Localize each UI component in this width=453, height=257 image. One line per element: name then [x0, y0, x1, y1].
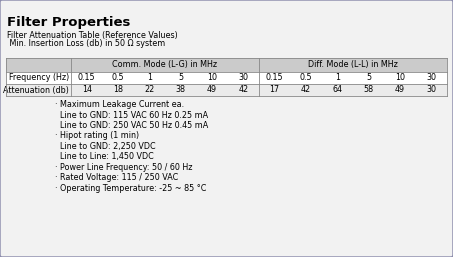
Text: 0.15: 0.15 — [78, 74, 96, 82]
Text: · Power Line Frequency: 50 / 60 Hz: · Power Line Frequency: 50 / 60 Hz — [55, 163, 193, 172]
Text: 18: 18 — [113, 86, 123, 95]
Text: 38: 38 — [176, 86, 186, 95]
Text: Line to GND: 250 VAC 50 Hz 0.45 mA: Line to GND: 250 VAC 50 Hz 0.45 mA — [55, 121, 208, 130]
Text: 14: 14 — [82, 86, 92, 95]
Text: 10: 10 — [207, 74, 217, 82]
Text: · Operating Temperature: -25 ~ 85 °C: · Operating Temperature: -25 ~ 85 °C — [55, 184, 207, 193]
Text: 0.5: 0.5 — [300, 74, 312, 82]
Text: Filter Properties: Filter Properties — [7, 16, 130, 29]
Text: 0.5: 0.5 — [112, 74, 124, 82]
Text: Line to GND: 2,250 VDC: Line to GND: 2,250 VDC — [55, 142, 156, 151]
Text: Line to GND: 115 VAC 60 Hz 0.25 mA: Line to GND: 115 VAC 60 Hz 0.25 mA — [55, 111, 208, 120]
Text: 42: 42 — [301, 86, 311, 95]
Text: 1: 1 — [335, 74, 340, 82]
Text: Frequency (Hz): Frequency (Hz) — [9, 74, 69, 82]
Text: · Maximum Leakage Current ea.: · Maximum Leakage Current ea. — [55, 100, 184, 109]
Text: 5: 5 — [178, 74, 183, 82]
Text: Diff. Mode (L-L) in MHz: Diff. Mode (L-L) in MHz — [308, 60, 398, 69]
Text: Filter Attenuation Table (Reference Values): Filter Attenuation Table (Reference Valu… — [7, 31, 178, 40]
Bar — [6, 72, 447, 84]
Text: 10: 10 — [395, 74, 405, 82]
Text: Line to Line: 1,450 VDC: Line to Line: 1,450 VDC — [55, 152, 154, 161]
Text: 64: 64 — [333, 86, 342, 95]
Text: 22: 22 — [144, 86, 154, 95]
Bar — [6, 84, 447, 96]
Text: Min. Insertion Loss (db) in 50 Ω system: Min. Insertion Loss (db) in 50 Ω system — [7, 39, 165, 48]
Text: 30: 30 — [238, 74, 248, 82]
Text: 58: 58 — [364, 86, 374, 95]
Text: 0.15: 0.15 — [266, 74, 284, 82]
Text: · Rated Voltage: 115 / 250 VAC: · Rated Voltage: 115 / 250 VAC — [55, 173, 178, 182]
Text: · Hipot rating (1 min): · Hipot rating (1 min) — [55, 132, 139, 141]
Text: Comm. Mode (L-G) in MHz: Comm. Mode (L-G) in MHz — [112, 60, 217, 69]
Text: 30: 30 — [426, 74, 436, 82]
Text: 1: 1 — [147, 74, 152, 82]
Text: 49: 49 — [207, 86, 217, 95]
Text: 30: 30 — [426, 86, 436, 95]
Text: 5: 5 — [366, 74, 371, 82]
Text: 42: 42 — [238, 86, 248, 95]
Bar — [6, 58, 447, 72]
Text: 17: 17 — [270, 86, 280, 95]
Text: Attenuation (db): Attenuation (db) — [3, 86, 69, 95]
Text: 49: 49 — [395, 86, 405, 95]
